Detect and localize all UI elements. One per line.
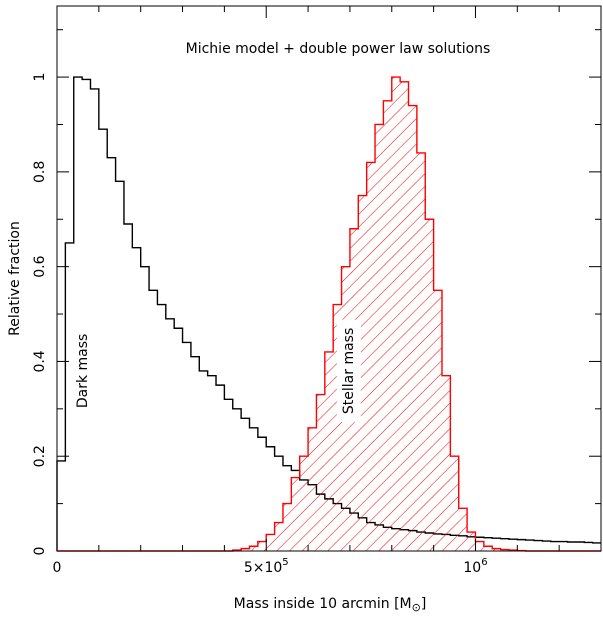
x-axis-label-close: ]: [421, 596, 426, 612]
stellar-bin-fill: [249, 546, 258, 551]
stellar-bin-fill: [358, 195, 367, 551]
x-axis-label-symbol: ⊙: [412, 601, 421, 614]
x-tick-label: 106: [463, 557, 487, 576]
stellar-bin-fill: [333, 304, 342, 551]
y-tick-label: 0: [32, 547, 48, 556]
stellar-bin-fill: [308, 427, 317, 551]
stellar-bin-fill: [257, 541, 267, 551]
stellar-bin-fill: [400, 81, 409, 552]
stellar-bin-fill: [383, 100, 392, 552]
stellar-bin-fill: [299, 456, 309, 551]
stellar-bin-fill: [500, 549, 509, 551]
series-stellar-mass: [57, 76, 601, 552]
stellar-bin-fill: [266, 534, 275, 551]
stellar-bin-fill: [282, 503, 292, 551]
stellar-bin-fill: [291, 477, 300, 551]
stellar-bin-fill: [241, 548, 250, 551]
y-tick-label: 0.6: [32, 255, 48, 277]
stellar-bin-fill: [441, 375, 451, 551]
stellar-bin-fill: [366, 162, 376, 552]
x-tick-label: 0: [53, 560, 62, 576]
x-tick-label: 5×105: [244, 557, 289, 576]
y-tick-label: 0.2: [32, 445, 48, 467]
y-tick-label: 1: [32, 73, 48, 82]
stellar-bin-fill: [375, 124, 384, 551]
stellar-bin-fill: [467, 532, 476, 551]
y-tick-label: 0.4: [32, 350, 48, 372]
stellar-bin-fill: [408, 105, 417, 552]
annotation-layer: Dark mass Stellar mass: [75, 319, 361, 423]
series-layer: [56, 76, 601, 552]
stellar-bin-fill: [274, 522, 283, 551]
stellar-bin-fill: [416, 152, 426, 552]
annotation-background: [336, 319, 361, 423]
stellar-bin-fill: [433, 290, 442, 551]
annotation-stellar-mass: Stellar mass: [341, 328, 357, 414]
stellar-bin-fill: [475, 541, 484, 551]
y-axis-label: Relative fraction: [7, 221, 23, 336]
stellar-bin-fill: [391, 77, 401, 551]
annotation-group: Dark mass: [75, 334, 91, 408]
stellar-bin-fill: [450, 456, 459, 551]
x-axis-label: Mass inside 10 arcmin [M⊙]: [234, 596, 427, 614]
stellar-bin-fill: [492, 548, 501, 551]
plot-frame: [56, 5, 602, 552]
stellar-bin-fill: [316, 394, 325, 551]
tick-layer: 0 5×105 106 0 0.2 0.4 0.6 0.8 1: [32, 6, 602, 576]
annotation-dark-mass: Dark mass: [75, 334, 91, 408]
stellar-bin-fill: [483, 546, 493, 551]
stellar-bin-fill: [324, 351, 334, 551]
annotation-group: Stellar mass: [336, 319, 361, 423]
y-tick-label: 0.8: [32, 161, 48, 183]
stellar-bin-fill: [425, 219, 434, 551]
x-axis-label-text: Mass inside 10 arcmin [M: [234, 596, 412, 612]
stellar-bin-fill: [458, 508, 468, 551]
chart-title: Michie model + double power law solution…: [186, 41, 491, 57]
